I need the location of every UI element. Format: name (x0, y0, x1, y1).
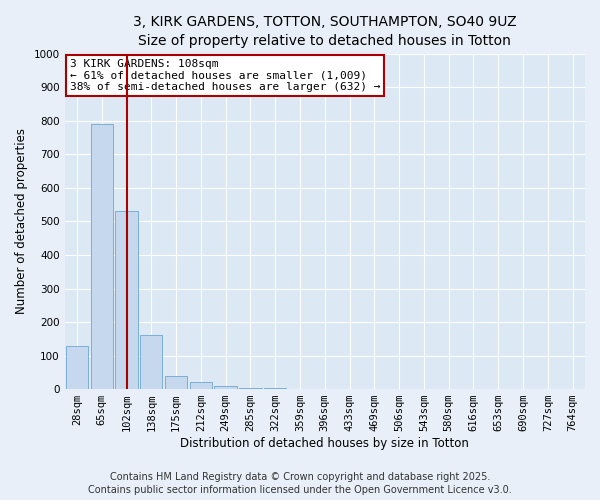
Bar (214, 386, 237, 389)
Bar (264, 388, 286, 389)
Bar (140, 336, 163, 389)
Text: 3 KIRK GARDENS: 108sqm
← 61% of detached houses are smaller (1,009)
38% of semi-: 3 KIRK GARDENS: 108sqm ← 61% of detached… (70, 59, 380, 92)
Bar (190, 382, 212, 389)
Bar (91, 124, 113, 389)
Title: 3, KIRK GARDENS, TOTTON, SOUTHAMPTON, SO40 9UZ
Size of property relative to deta: 3, KIRK GARDENS, TOTTON, SOUTHAMPTON, SO… (133, 15, 517, 48)
Text: Contains HM Land Registry data © Crown copyright and database right 2025.
Contai: Contains HM Land Registry data © Crown c… (88, 472, 512, 495)
X-axis label: Distribution of detached houses by size in Totton: Distribution of detached houses by size … (181, 437, 469, 450)
Bar (239, 388, 262, 389)
Bar (66, 346, 88, 389)
Y-axis label: Number of detached properties: Number of detached properties (15, 128, 28, 314)
Bar (165, 376, 187, 389)
Bar (115, 212, 137, 389)
